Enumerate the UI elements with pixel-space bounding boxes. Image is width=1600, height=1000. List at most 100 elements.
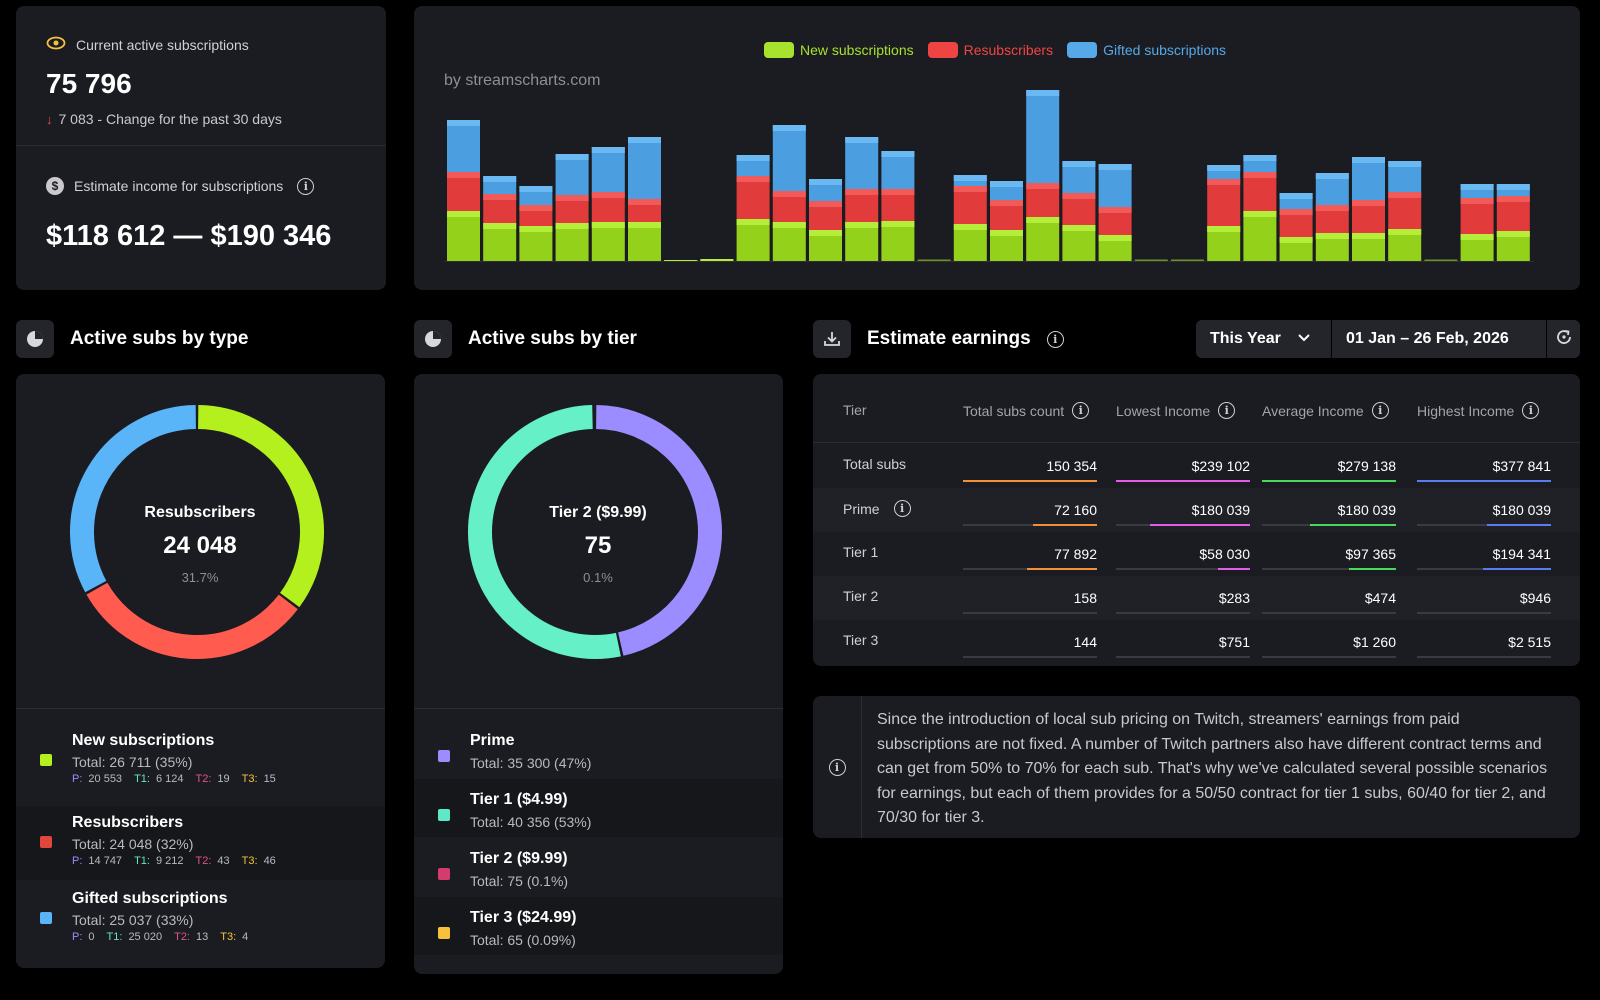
bar-segment-resubscribers[interactable] bbox=[953, 186, 987, 224]
bar-segment[interactable] bbox=[1134, 259, 1168, 262]
info-icon[interactable]: i bbox=[1218, 402, 1236, 419]
bar-segment-highlight bbox=[1062, 225, 1096, 231]
cell-bar-fill bbox=[1310, 524, 1396, 526]
bar-segment-gifted-subscriptions[interactable] bbox=[1026, 90, 1060, 183]
row-split: P: 0 T1: 25 020 T2: 13 T3: 4 bbox=[72, 931, 248, 943]
bar-segment-gifted-subscriptions[interactable] bbox=[555, 154, 589, 195]
bar-segment-new-subscriptions[interactable] bbox=[881, 221, 915, 261]
bar-segment-highlight bbox=[1496, 196, 1530, 202]
info-icon[interactable]: i bbox=[1072, 402, 1090, 419]
legend-swatch bbox=[40, 912, 52, 924]
legend-item-resubs[interactable]: Resubscribers bbox=[927, 42, 1053, 58]
bar-segment-resubscribers[interactable] bbox=[736, 176, 770, 219]
col-header-label: Lowest Income bbox=[1116, 402, 1211, 419]
bar-segment-resubscribers[interactable] bbox=[447, 172, 480, 211]
donut-slice-resubscribers[interactable] bbox=[86, 582, 298, 659]
bar-segment-new-subscriptions[interactable] bbox=[628, 222, 661, 261]
donut-slice-gifted-subscriptions[interactable] bbox=[70, 405, 197, 593]
list-item[interactable]: Prime Total: 35 300 (47%) bbox=[414, 720, 783, 778]
list-item[interactable]: Gifted subscriptions Total: 25 037 (33%)… bbox=[16, 882, 385, 956]
bar-segment-highlight bbox=[555, 154, 589, 160]
bar-segment-gifted-subscriptions[interactable] bbox=[591, 147, 625, 192]
key-t1: T1: bbox=[106, 931, 123, 943]
cell-bar bbox=[963, 656, 1097, 658]
table-cell: 158 bbox=[1073, 590, 1097, 606]
legend-item-gifted[interactable]: Gifted subscriptions bbox=[1067, 42, 1226, 58]
bar-segment-new-subscriptions[interactable] bbox=[845, 222, 879, 261]
list-item[interactable]: New subscriptions Total: 26 711 (35%) P:… bbox=[16, 732, 385, 806]
bar-segment-highlight bbox=[772, 191, 806, 197]
bar-segment-highlight bbox=[519, 226, 553, 232]
legend-swatch bbox=[438, 868, 450, 880]
info-icon[interactable]: i bbox=[1046, 330, 1064, 348]
type-donut-chart[interactable] bbox=[16, 374, 385, 694]
table-cell: 77 892 bbox=[1054, 546, 1097, 562]
bar-segment-new-subscriptions[interactable] bbox=[591, 222, 625, 261]
bar-segment[interactable] bbox=[1171, 259, 1204, 262]
cell-bar-fill bbox=[1482, 568, 1551, 570]
refresh-button[interactable] bbox=[1547, 320, 1580, 358]
bar-segment[interactable] bbox=[1424, 259, 1458, 262]
bar-segment-gifted-subscriptions[interactable] bbox=[1352, 157, 1385, 200]
donut-center-label: Resubscribers bbox=[144, 504, 256, 521]
bar-segment-gifted-subscriptions[interactable] bbox=[845, 137, 879, 189]
bar-segment-new-subscriptions[interactable] bbox=[1243, 211, 1277, 261]
bar-segment-resubscribers[interactable] bbox=[1388, 192, 1422, 229]
legend-item-new[interactable]: New subscriptions bbox=[764, 42, 914, 58]
bar-segment-highlight bbox=[1207, 165, 1241, 171]
key-p: P: bbox=[72, 855, 83, 867]
tier-donut-chart[interactable] bbox=[414, 374, 783, 694]
section-title: Estimate earnings bbox=[867, 328, 1031, 349]
bar-segment-new-subscriptions[interactable] bbox=[555, 223, 589, 261]
donut-slice-new-subscriptions[interactable] bbox=[197, 405, 324, 608]
bar-segment-resubscribers[interactable] bbox=[1243, 172, 1277, 211]
list-item[interactable]: Tier 3 ($24.99) Total: 65 (0.09%) bbox=[414, 897, 783, 955]
bar-segment-new-subscriptions[interactable] bbox=[736, 219, 770, 261]
bar-segment-highlight bbox=[809, 179, 842, 185]
bar-segment-new-subscriptions[interactable] bbox=[1026, 217, 1060, 261]
bar-segment-new-subscriptions[interactable] bbox=[772, 222, 806, 261]
divider bbox=[16, 145, 386, 146]
pie-chart-icon bbox=[16, 320, 54, 358]
info-icon[interactable]: i bbox=[1371, 402, 1389, 419]
bar-segment-highlight bbox=[1460, 198, 1494, 204]
bar-segment-highlight bbox=[881, 151, 915, 157]
cell-bar bbox=[1262, 524, 1396, 526]
bar-segment-new-subscriptions[interactable] bbox=[447, 211, 480, 261]
bar-segment-gifted-subscriptions[interactable] bbox=[1098, 164, 1132, 207]
period-select[interactable]: This Year bbox=[1196, 320, 1331, 358]
bar-segment-new-subscriptions[interactable] bbox=[483, 223, 517, 261]
table-cell: $194 341 bbox=[1492, 546, 1551, 562]
donut-slice-prime[interactable] bbox=[595, 405, 722, 656]
cell-bar bbox=[1262, 480, 1396, 482]
bar-segment-gifted-subscriptions[interactable] bbox=[881, 151, 915, 189]
date-range-picker[interactable]: 01 Jan – 26 Feb, 2026 bbox=[1332, 320, 1546, 358]
list-item[interactable]: Tier 1 ($4.99) Total: 40 356 (53%) bbox=[414, 779, 783, 837]
info-icon[interactable]: i bbox=[893, 500, 911, 517]
table-row-label: Tier 1 bbox=[843, 544, 879, 560]
info-icon[interactable]: i bbox=[297, 177, 315, 195]
bar-segment[interactable] bbox=[917, 259, 951, 262]
bar-segment-gifted-subscriptions[interactable] bbox=[772, 125, 806, 191]
list-item[interactable]: Resubscribers Total: 24 048 (32%) P: 14 7… bbox=[16, 806, 385, 880]
key-t3: T3: bbox=[220, 931, 237, 943]
list-item[interactable]: Tier 2 ($9.99) Total: 75 (0.1%) bbox=[414, 838, 783, 896]
bar-segment-gifted-subscriptions[interactable] bbox=[447, 120, 480, 172]
arrow-down-icon: ↓ bbox=[46, 111, 53, 127]
bar-segment-gifted-subscriptions[interactable] bbox=[628, 137, 661, 199]
cell-bar bbox=[1417, 480, 1551, 482]
cell-bar bbox=[1116, 568, 1250, 570]
table-row-label: Prime i bbox=[843, 500, 911, 517]
download-icon[interactable] bbox=[813, 320, 851, 358]
donut-slice-tier-1-4-99[interactable] bbox=[468, 405, 621, 659]
by-type-card: Resubscribers 24 048 31.7% New subscript… bbox=[16, 374, 385, 968]
info-icon[interactable]: i bbox=[1522, 402, 1540, 419]
key-t2: T2: bbox=[195, 855, 212, 867]
col-header-label: Highest Income bbox=[1417, 402, 1515, 419]
bar-segment-highlight bbox=[1279, 193, 1313, 199]
bar-segment-new-subscriptions[interactable] bbox=[953, 224, 987, 261]
bar-segment-resubscribers[interactable] bbox=[1207, 179, 1241, 226]
bar-segment-highlight bbox=[845, 222, 879, 228]
key-t3: T3: bbox=[241, 773, 258, 785]
bar-segment-highlight bbox=[1026, 217, 1060, 223]
